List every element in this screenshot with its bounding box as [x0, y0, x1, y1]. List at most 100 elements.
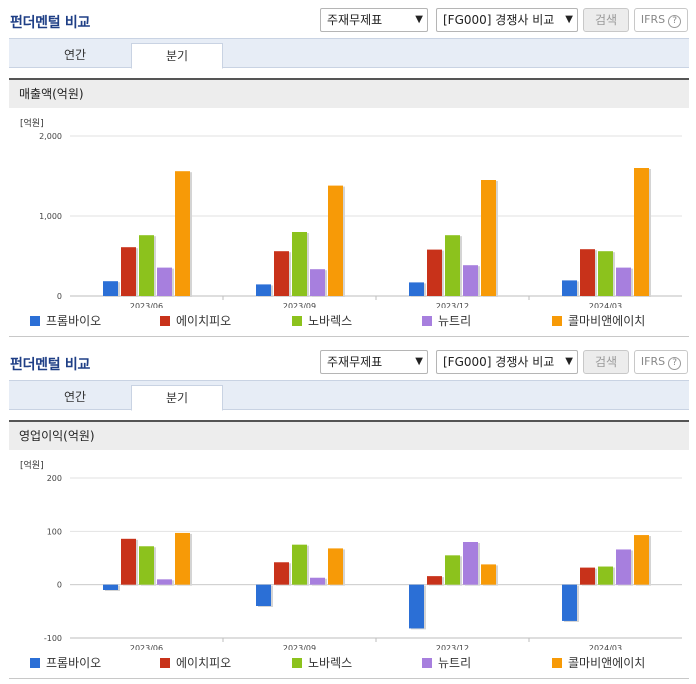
legend-label: 프롬바이오: [46, 656, 102, 670]
legend-item[interactable]: 에이치피오: [160, 312, 231, 329]
bar[interactable]: [463, 542, 478, 585]
revenue-chart: [억원] 0 1,000 2,000 2023/06 2023/09 2023/12 2024…: [20, 117, 682, 308]
legend-swatch: [30, 658, 40, 668]
ifrs-label: IFRS: [640, 13, 666, 26]
peer-select[interactable]: [FG000] 경쟁사 비교 ▼: [436, 350, 578, 374]
bar[interactable]: [409, 282, 424, 296]
bar[interactable]: [598, 251, 613, 296]
y-tick-label: -100: [44, 634, 62, 643]
legend-label: 노바렉스: [308, 656, 353, 670]
peer-select-value: [FG000] 경쟁사 비교: [443, 355, 555, 369]
bar[interactable]: [310, 577, 325, 585]
legend-swatch: [552, 658, 562, 668]
legend-swatch: [422, 316, 432, 326]
search-button[interactable]: 검색: [583, 8, 629, 32]
bar[interactable]: [256, 284, 271, 296]
legend-item[interactable]: 뉴트리: [422, 312, 471, 329]
legend-swatch: [552, 316, 562, 326]
legend-swatch: [160, 316, 170, 326]
ifrs-button[interactable]: IFRS?: [634, 8, 688, 32]
bar[interactable]: [562, 280, 577, 296]
help-icon[interactable]: ?: [668, 15, 682, 28]
bar[interactable]: [292, 544, 307, 585]
bar[interactable]: [175, 532, 190, 585]
search-button[interactable]: 검색: [583, 350, 629, 374]
unit-label: [억원]: [20, 459, 44, 471]
bar[interactable]: [445, 555, 460, 585]
x-tick-label: 2024/03: [589, 302, 622, 308]
statement-select[interactable]: 주재무제표 ▼: [320, 8, 428, 32]
bar[interactable]: [121, 247, 136, 296]
legend-swatch: [422, 658, 432, 668]
legend-label: 뉴트리: [438, 314, 472, 328]
bar[interactable]: [463, 265, 478, 296]
bar[interactable]: [328, 548, 343, 585]
bar[interactable]: [427, 576, 442, 585]
bar[interactable]: [445, 235, 460, 296]
bar[interactable]: [616, 549, 631, 585]
operating-profit-panel: 펀더멘털 비교 주재무제표 ▼ [FG000] 경쟁사 비교 ▼ 검색 IFRS…: [0, 342, 696, 679]
bar[interactable]: [103, 281, 118, 296]
y-tick-label: 100: [47, 527, 62, 536]
bar[interactable]: [427, 249, 442, 296]
help-icon[interactable]: ?: [668, 357, 682, 370]
legend-item[interactable]: 프롬바이오: [30, 654, 101, 671]
bar[interactable]: [598, 566, 613, 585]
x-tick-label: 2023/06: [130, 644, 163, 650]
legend-label: 프롬바이오: [46, 314, 102, 328]
legend-item[interactable]: 콜마비앤에이치: [552, 654, 645, 671]
legend-item[interactable]: 에이치피오: [160, 654, 231, 671]
chevron-down-icon: ▼: [415, 14, 423, 25]
panel-title: 펀더멘털 비교: [10, 15, 91, 31]
ifrs-button[interactable]: IFRS?: [634, 350, 688, 374]
statement-select-value: 주재무제표: [327, 355, 383, 369]
revenue-panel: 펀더멘털 비교 주재무제표 ▼ [FG000] 경쟁사 비교 ▼ 검색 IFRS…: [0, 0, 696, 337]
tab-quarterly[interactable]: 분기: [131, 43, 223, 69]
legend-item[interactable]: 콜마비앤에이치: [552, 312, 645, 329]
legend-swatch: [160, 658, 170, 668]
bar[interactable]: [256, 584, 271, 606]
bar[interactable]: [481, 564, 496, 585]
bar[interactable]: [409, 584, 424, 629]
legend-swatch: [30, 316, 40, 326]
bar[interactable]: [103, 584, 118, 590]
peer-select-value: [FG000] 경쟁사 비교: [443, 13, 555, 27]
panel-header: 펀더멘털 비교 주재무제표 ▼ [FG000] 경쟁사 비교 ▼ 검색 IFRS…: [0, 0, 696, 38]
tab-quarterly[interactable]: 분기: [131, 385, 223, 411]
bar[interactable]: [562, 584, 577, 621]
chevron-down-icon: ▼: [565, 356, 573, 367]
bar[interactable]: [580, 567, 595, 585]
tab-annual[interactable]: 연간: [63, 48, 87, 62]
peer-select[interactable]: [FG000] 경쟁사 비교 ▼: [436, 8, 578, 32]
legend-label: 에이치피오: [176, 656, 232, 670]
legend-swatch: [292, 316, 302, 326]
bar[interactable]: [292, 232, 307, 296]
bar[interactable]: [274, 251, 289, 296]
bar[interactable]: [274, 562, 289, 585]
operating-profit-chart: [억원] -100 0 100 200 2023/06 2023/09 2023/12 2024…: [20, 459, 682, 650]
legend-item[interactable]: 뉴트리: [422, 654, 471, 671]
bar[interactable]: [328, 185, 343, 296]
bar[interactable]: [139, 546, 154, 585]
bar[interactable]: [481, 180, 496, 296]
bar[interactable]: [310, 269, 325, 296]
x-tick-label: 2023/09: [283, 644, 316, 650]
bar[interactable]: [157, 267, 172, 296]
bar[interactable]: [580, 249, 595, 296]
legend-item[interactable]: 노바렉스: [292, 312, 352, 329]
tab-annual[interactable]: 연간: [63, 390, 87, 404]
bar[interactable]: [634, 535, 649, 585]
bar[interactable]: [634, 168, 649, 296]
legend-item[interactable]: 노바렉스: [292, 654, 352, 671]
legend-item[interactable]: 프롬바이오: [30, 312, 101, 329]
bar[interactable]: [175, 171, 190, 296]
bar[interactable]: [157, 579, 172, 585]
statement-select[interactable]: 주재무제표 ▼: [320, 350, 428, 374]
bar[interactable]: [616, 267, 631, 296]
panel-title: 펀더멘털 비교: [10, 357, 91, 373]
x-tick-label: 2023/12: [436, 302, 469, 308]
period-tabs: 연간 분기: [9, 38, 689, 69]
metric-label: 매출액(억원): [9, 78, 689, 108]
bar[interactable]: [139, 235, 154, 296]
bar[interactable]: [121, 538, 136, 585]
